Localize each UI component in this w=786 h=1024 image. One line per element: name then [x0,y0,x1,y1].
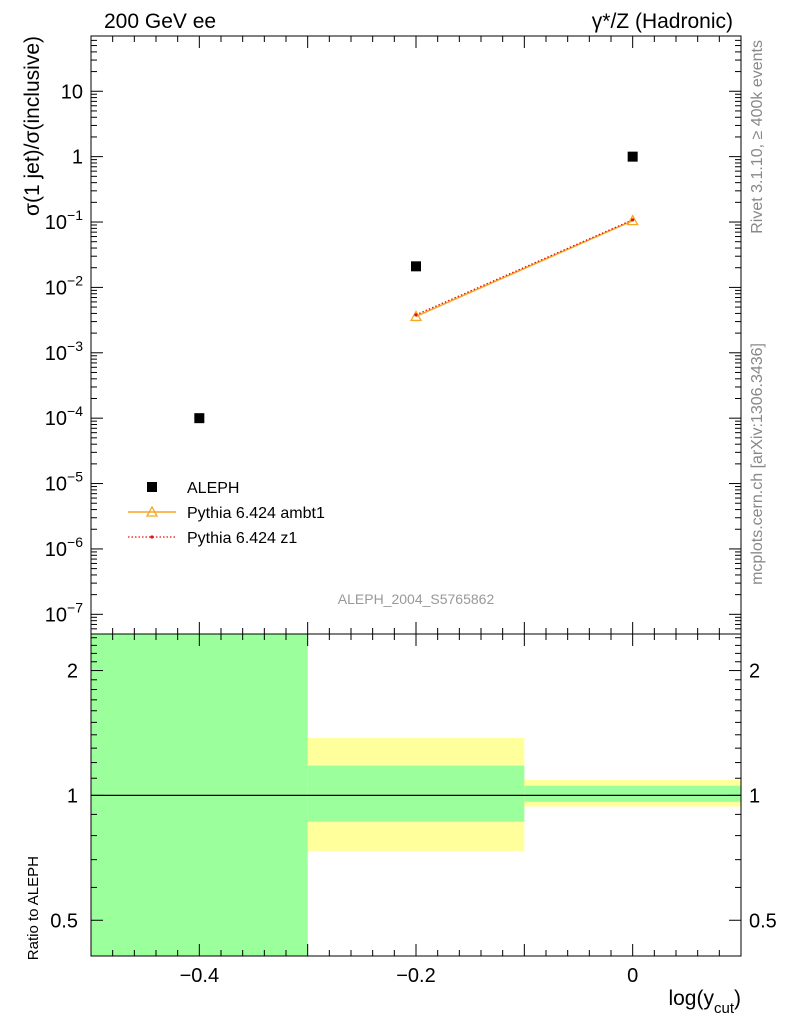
mcplots-credit-label: mcplots.cern.ch [arXiv:1306.3436] [749,343,766,585]
svg-text:log(ycut): log(ycut) [668,987,741,1017]
x-axis-title: log(ycut) [668,987,741,1017]
ambt1-marker-1 [626,214,639,226]
ratio-band-inner-2 [524,785,741,802]
y-tick-label: 10−7 [45,599,83,626]
aleph-marker-1 [411,261,421,272]
y-tick-label: 10−5 [45,469,83,496]
main-series [194,151,639,424]
x-tick-label: 0 [627,965,638,987]
ratio-y-axis-title: Ratio to ALEPH [25,856,42,960]
z1-marker-0 [414,313,418,317]
y-tick-label: 1 [72,147,83,169]
header-process-label: γ*/Z (Hadronic) [592,10,733,33]
analysis-id-label: ALEPH_2004_S5765862 [338,591,495,607]
y-tick-label: 10−4 [45,403,83,430]
x-tick-label: −0.2 [396,965,435,987]
aleph-marker-0 [194,413,205,424]
legend-aleph-marker [147,482,157,492]
series-line-ambt1 [415,219,633,318]
ratio-y-tick-label-left: 0.5 [50,910,78,932]
ratio-y-tick-label-right: 2 [749,661,760,683]
legend-label: Pythia 6.424 z1 [187,530,297,547]
ratio-y-tick-label-right: 1 [749,785,760,807]
header-energy-label: 200 GeV ee [104,10,216,33]
series-line-z1 [415,219,633,316]
z1-marker-1 [631,218,635,222]
y-tick-label: 10−3 [45,338,83,365]
axes: −0.4 −0.2 010−710−610−510−410−310−210−1110… [45,35,777,987]
legend-ambt1-marker [145,505,159,517]
ambt1-marker-0 [409,310,423,322]
x-tick-label: −0.4 [180,965,219,987]
legend-label: Pythia 6.424 ambt1 [187,505,325,522]
ratio-y-tick-label-left: 2 [67,661,78,683]
y-tick-label: 10−1 [45,207,83,234]
main-y-axis-title: σ(1 jet)/σ(inclusive) [21,36,44,216]
rivet-version-label: Rivet 3.1.10, ≥ 400k events [749,40,766,234]
ratio-y-tick-label-left: 1 [67,785,78,807]
ratio-y-tick-label-right: 0.5 [749,910,777,932]
legend-z1-marker [150,535,154,539]
ratio-band-inner-1 [307,765,525,822]
legend: ALEPH Pythia 6.424 ambt1 Pythia 6.424 z1 [128,480,325,547]
y-tick-label: 10−6 [45,534,83,561]
aleph-marker-2 [627,151,638,162]
y-tick-label: 10−2 [45,272,83,299]
legend-label: ALEPH [187,480,239,497]
y-tick-label: 10 [61,81,83,103]
